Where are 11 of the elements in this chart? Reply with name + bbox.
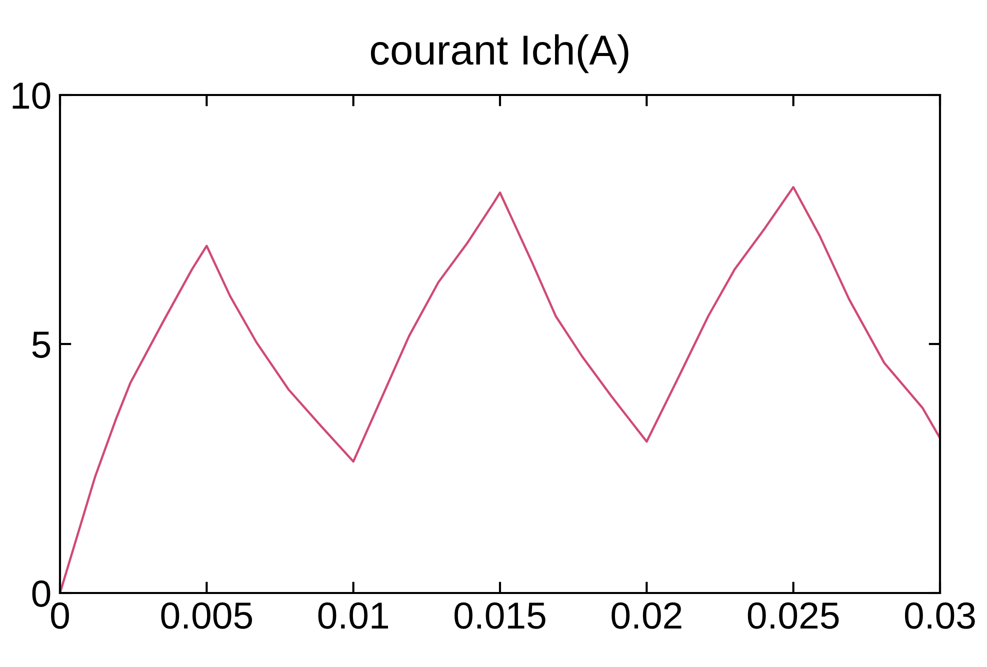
- x-tick-label: 0.025: [748, 602, 839, 629]
- x-tick-label: 0: [51, 602, 69, 629]
- x-tick-label: 0.03: [904, 602, 975, 629]
- y-tick-label: 0: [32, 580, 50, 607]
- y-tick-label: 10: [12, 82, 50, 109]
- chart-title: courant Ich(A): [370, 34, 628, 74]
- y-tick-label: 5: [32, 332, 50, 358]
- x-tick-label: 0.015: [454, 602, 546, 629]
- x-tick-label: 0.02: [612, 602, 682, 629]
- x-tick-label: 0.01: [318, 602, 388, 629]
- x-tick-label: 0.005: [161, 602, 252, 629]
